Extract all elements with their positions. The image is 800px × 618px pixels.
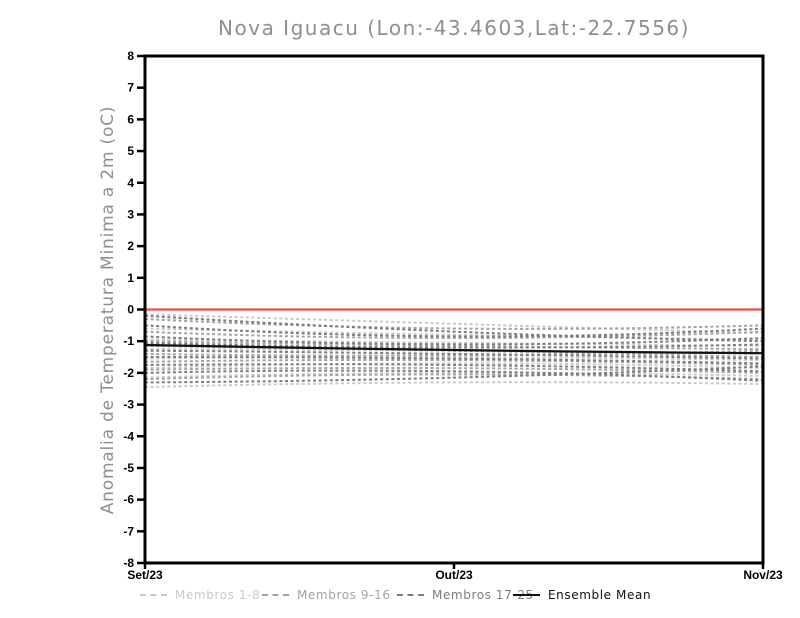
legend-dashed-line-sample bbox=[397, 594, 424, 596]
legend-item-label: Membros 9-16 bbox=[297, 588, 391, 602]
legend-item: Ensemble Mean bbox=[513, 588, 651, 602]
legend-item-label: Membros 1-8 bbox=[175, 588, 261, 602]
ensemble-member-line bbox=[144, 365, 764, 384]
ensemble-member-line bbox=[144, 359, 764, 366]
y-tick-label: -2 bbox=[123, 366, 134, 380]
ensemble-member-line bbox=[144, 366, 764, 374]
y-tick-label: -8 bbox=[123, 556, 134, 570]
y-tick-label: -1 bbox=[123, 334, 134, 348]
y-tick-label: -5 bbox=[123, 461, 134, 475]
ensemble-member-line bbox=[144, 371, 764, 379]
ensemble-member-line bbox=[144, 340, 764, 351]
legend-item: Membros 9-16 bbox=[262, 588, 391, 602]
ensemble-member-line bbox=[144, 363, 764, 373]
y-tick-label: 8 bbox=[127, 49, 134, 63]
ensemble-member-line bbox=[144, 381, 764, 389]
ensemble-member-line bbox=[144, 313, 764, 335]
y-tick-label: 5 bbox=[127, 144, 134, 158]
ensemble-member-line bbox=[144, 324, 764, 338]
ensemble-member-line bbox=[144, 314, 764, 343]
ensemble-member-line bbox=[144, 349, 764, 357]
y-tick-label: 0 bbox=[127, 303, 134, 317]
x-tick-label: Out/23 bbox=[435, 568, 473, 582]
ensemble-member-line bbox=[144, 373, 764, 381]
legend-dashed-line-sample bbox=[262, 594, 289, 596]
legend-dashed-line-sample bbox=[140, 594, 167, 596]
y-tick-label: 6 bbox=[127, 112, 134, 126]
ensemble-member-line bbox=[144, 318, 764, 330]
ensemble-member-line bbox=[144, 362, 764, 370]
legend-item-label: Ensemble Mean bbox=[548, 588, 652, 602]
legend: Membros 1-8 Membros 9-16 Membros 17-25 Ense… bbox=[0, 588, 800, 608]
ensemble-member-line bbox=[144, 335, 764, 346]
chart-title: Nova Iguacu (Lon:-43.4603,Lat:-22.7556) bbox=[218, 16, 690, 40]
x-tick-label: Set/23 bbox=[127, 568, 163, 582]
legend-solid-line-sample bbox=[513, 594, 540, 596]
ensemble-mean-line bbox=[144, 343, 764, 355]
y-tick-label: 1 bbox=[127, 271, 134, 285]
ensemble-member-line bbox=[144, 356, 764, 365]
y-tick-label: -7 bbox=[123, 524, 134, 538]
legend-item-label: Membros 17-25 bbox=[432, 588, 534, 602]
y-tick-label: -3 bbox=[123, 398, 134, 412]
x-tick-label: Nov/23 bbox=[743, 568, 783, 582]
y-tick-label: -4 bbox=[123, 429, 134, 443]
y-tick-label: 7 bbox=[127, 81, 134, 95]
y-tick-label: 2 bbox=[127, 239, 134, 253]
y-tick-label: -6 bbox=[123, 493, 134, 507]
ensemble-member-line bbox=[144, 330, 764, 340]
legend-item: Membros 17-25 bbox=[397, 588, 534, 602]
y-tick-label: 4 bbox=[127, 176, 134, 190]
legend-item: Membros 1-8 bbox=[140, 588, 260, 602]
ensemble-member-line bbox=[144, 341, 764, 349]
ensemble-member-line bbox=[144, 349, 764, 360]
ensemble-member-line bbox=[144, 369, 764, 382]
y-tick-label: 3 bbox=[127, 207, 134, 221]
